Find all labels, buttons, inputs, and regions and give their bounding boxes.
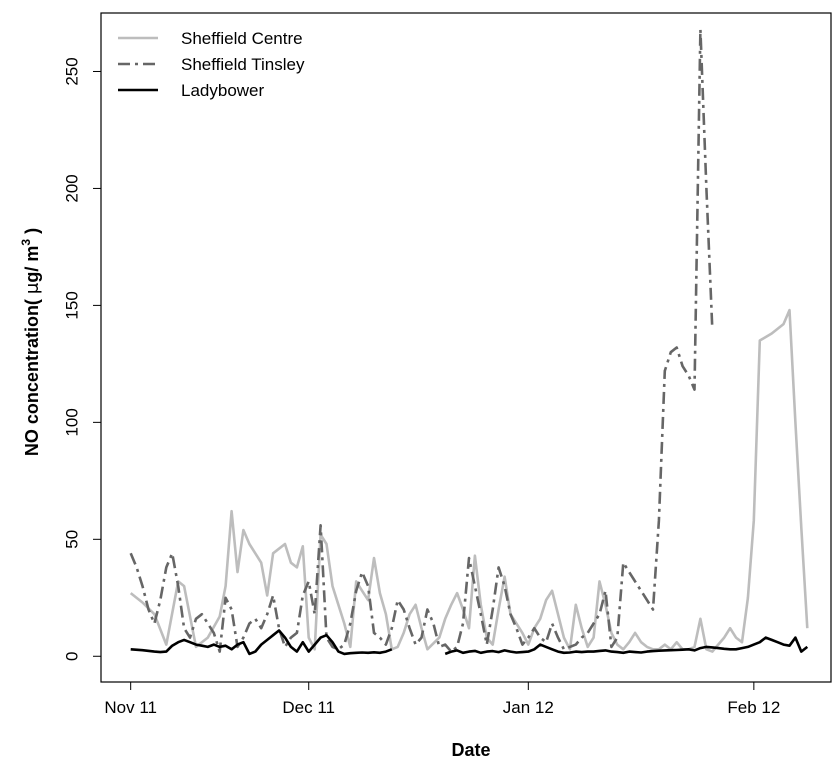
y-tick-label: 200 (62, 174, 81, 202)
legend-label: Sheffield Tinsley (181, 55, 305, 74)
series-line-3 (444, 636, 809, 656)
x-tick-label: Jan 12 (503, 698, 554, 717)
legend-label: Sheffield Centre (181, 29, 303, 48)
series-line-3 (130, 629, 393, 656)
legend: Sheffield Centre Sheffield Tinsley Ladybow… (118, 29, 305, 100)
series-line-2 (129, 28, 714, 653)
y-axis-title-mu: μ (22, 282, 43, 294)
plot-frame (100, 12, 832, 683)
y-axis-title-sup: 3 (19, 239, 33, 246)
y-axis-title: NO concentration( μg/ m3 ) (19, 228, 43, 456)
x-axis: Nov 11 Dec 11 Jan 12 Feb 12 (104, 681, 780, 717)
x-tick-label: Feb 12 (727, 698, 780, 717)
x-tick-label: Dec 11 (282, 698, 335, 717)
y-tick-label: 250 (62, 57, 81, 85)
y-tick-label: 150 (62, 291, 81, 319)
x-axis-title: Date (451, 740, 490, 760)
y-axis-title-unit: g/ m (22, 246, 42, 283)
y-tick-label: 50 (62, 530, 81, 549)
y-axis-title-main: NO concentration( (22, 294, 42, 456)
x-tick-label: Nov 11 (104, 698, 157, 717)
series-line-1 (129, 308, 809, 653)
y-tick-label: 0 (62, 652, 81, 661)
series-layer (129, 28, 809, 656)
y-tick-label: 100 (62, 408, 81, 436)
y-axis-title-close: ) (22, 228, 42, 239)
y-axis: 0 50 100 150 200 250 (62, 57, 102, 661)
legend-label: Ladybower (181, 81, 265, 100)
